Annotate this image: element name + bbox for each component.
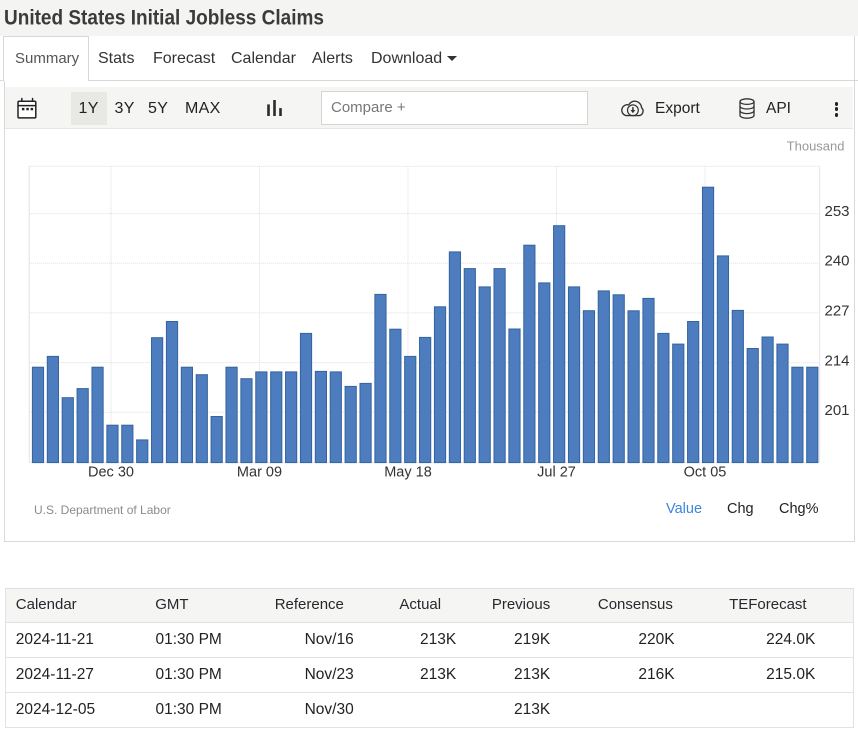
svg-text:240: 240 <box>825 253 850 270</box>
svg-text:214: 214 <box>825 352 850 369</box>
svg-text:Thousand: Thousand <box>787 139 845 154</box>
svg-text:Oct 05: Oct 05 <box>684 465 727 481</box>
svg-text:May 18: May 18 <box>384 465 432 481</box>
svg-text:Dec 30: Dec 30 <box>88 465 134 481</box>
svg-text:201: 201 <box>825 402 850 419</box>
svg-text:253: 253 <box>825 203 850 220</box>
svg-text:Mar 09: Mar 09 <box>237 465 282 481</box>
svg-text:Jul 27: Jul 27 <box>537 465 576 481</box>
svg-text:227: 227 <box>825 302 850 319</box>
